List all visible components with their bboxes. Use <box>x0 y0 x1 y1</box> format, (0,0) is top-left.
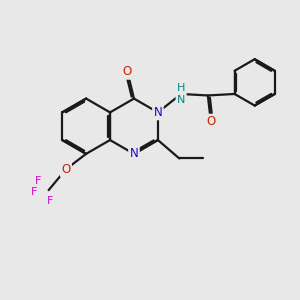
Text: H
N: H N <box>177 83 185 105</box>
Text: F: F <box>35 176 41 186</box>
Text: F: F <box>47 196 53 206</box>
Text: O: O <box>123 65 132 78</box>
Text: N: N <box>130 147 138 161</box>
Text: O: O <box>206 115 215 128</box>
Text: O: O <box>61 163 70 176</box>
Text: F: F <box>31 187 37 196</box>
Text: N: N <box>154 106 162 119</box>
